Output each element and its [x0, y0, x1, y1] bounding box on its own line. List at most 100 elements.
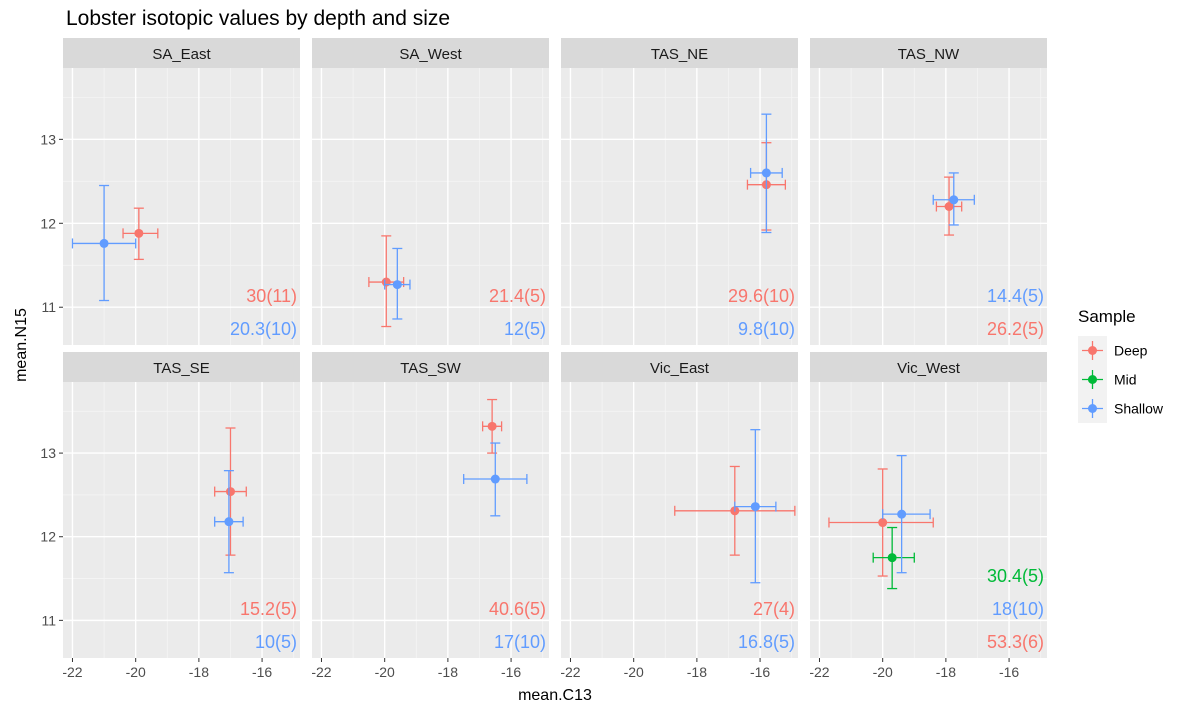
data-point-marker: [949, 195, 959, 205]
facet-strip-label: TAS_SE: [153, 360, 209, 377]
x-tick-label: -16: [501, 664, 521, 680]
count-label: 14.4(5): [987, 286, 1044, 306]
count-label: 30.4(5): [987, 566, 1044, 586]
count-label: 16.8(5): [738, 632, 795, 652]
data-point-shallow: [749, 113, 783, 234]
data-point-marker: [878, 518, 888, 528]
data-point-marker: [225, 487, 235, 497]
data-point-deep: [481, 398, 503, 454]
count-label: 12(5): [504, 319, 546, 339]
facet-strip: [312, 352, 549, 382]
count-label: 10(5): [255, 632, 297, 652]
x-tick-label: -18: [189, 664, 209, 680]
facet-strip: [63, 38, 300, 68]
x-tick-label: -20: [873, 664, 893, 680]
facet-panel: Vic_West -22 -20 -18 -16 30.4(5) 18(10) 53.3(6): [809, 352, 1047, 680]
data-point-deep: [122, 207, 159, 261]
data-point-marker: [392, 280, 402, 290]
count-label: 27(4): [753, 599, 795, 619]
panel-background: [561, 382, 798, 658]
x-tick-label: -20: [624, 664, 644, 680]
x-axis-title: mean.C13: [518, 687, 592, 704]
data-point-marker: [750, 502, 760, 512]
x-tick-label: -16: [750, 664, 770, 680]
count-label: 30(11): [246, 286, 297, 306]
count-label: 15.2(5): [240, 599, 297, 619]
facet-strip: [312, 38, 549, 68]
facet-strip-label: SA_East: [152, 46, 211, 63]
panel-background: [63, 68, 300, 345]
facet-strip: [63, 352, 300, 382]
x-tick-label: -18: [936, 664, 956, 680]
legend-key-marker: [1088, 404, 1097, 413]
y-axis-title: mean.N15: [13, 308, 30, 382]
count-label: 17(10): [494, 632, 546, 652]
data-point-marker: [99, 238, 109, 248]
panel-background: [810, 382, 1047, 658]
facet-panel: TAS_SE 11 12 13 -22 -20 -18 -16 15.2(5) 10(5): [40, 352, 300, 680]
x-tick-label: -18: [438, 664, 458, 680]
legend-label: Deep: [1114, 343, 1148, 359]
data-point-marker: [487, 421, 497, 431]
facet-strip-label: SA_West: [399, 46, 462, 63]
y-tick-label: 13: [40, 445, 56, 461]
facet-panel: Vic_East -22 -20 -18 -16 27(4) 16.8(5): [560, 352, 798, 680]
facet-strip: [810, 352, 1047, 382]
data-point-deep: [368, 235, 405, 328]
count-label: 20.3(10): [230, 319, 297, 339]
legend-title: Sample: [1078, 307, 1136, 326]
facet-panel: TAS_SW -22 -20 -18 -16 40.6(5) 17(10): [311, 352, 549, 680]
x-tick-label: -20: [375, 664, 395, 680]
legend-key-deep: [1078, 336, 1107, 365]
legend: Sample Deep Mid Shallow: [1078, 307, 1164, 423]
x-tick-label: -22: [311, 664, 331, 680]
data-point-marker: [944, 202, 954, 211]
legend-label: Mid: [1114, 372, 1137, 388]
count-label: 40.6(5): [489, 599, 546, 619]
count-label: 21.4(5): [489, 286, 546, 306]
data-point-shallow: [932, 172, 975, 226]
count-label: 18(10): [992, 599, 1044, 619]
x-tick-label: -16: [252, 664, 272, 680]
legend-label: Shallow: [1114, 401, 1164, 417]
data-point-marker: [490, 474, 500, 484]
legend-key-marker: [1088, 375, 1097, 384]
panel-background: [312, 68, 549, 345]
data-point-mid: [872, 526, 915, 590]
data-point-shallow: [214, 470, 244, 574]
chart-title: Lobster isotopic values by depth and siz…: [66, 7, 450, 30]
legend-key-shallow: [1078, 394, 1107, 423]
count-label: 53.3(6): [987, 632, 1044, 652]
x-tick-label: -18: [687, 664, 707, 680]
data-point-deep: [214, 427, 247, 556]
data-point-marker: [134, 228, 144, 238]
x-tick-label: -22: [560, 664, 580, 680]
facet-strip: [561, 38, 798, 68]
data-point-shallow: [463, 442, 528, 517]
facet-strip: [561, 352, 798, 382]
y-tick-label: 11: [41, 299, 56, 315]
facet-strip-label: TAS_NE: [651, 46, 708, 63]
data-point-shallow: [71, 184, 137, 302]
x-tick-label: -22: [62, 664, 82, 680]
facet-panels: SA_East 11 12 13 30(11) 20.3(10) SA_West 21.4(5…: [40, 38, 1047, 680]
y-tick-label: 13: [40, 131, 56, 147]
data-point-marker: [897, 509, 907, 519]
panel-background: [561, 68, 798, 345]
facet-strip-label: TAS_NW: [898, 46, 960, 63]
data-point-marker: [887, 553, 897, 563]
count-label: 29.6(10): [728, 286, 795, 306]
x-tick-label: -16: [999, 664, 1019, 680]
x-tick-label: -22: [809, 664, 829, 680]
x-tick-label: -20: [126, 664, 146, 680]
y-tick-label: 12: [40, 215, 56, 231]
facet-panel: TAS_NW 14.4(5) 26.2(5): [810, 38, 1047, 345]
facet-panel: SA_West 21.4(5) 12(5): [312, 38, 549, 345]
panel-background: [63, 382, 300, 658]
data-point-shallow: [384, 247, 411, 320]
facet-panel: SA_East 11 12 13 30(11) 20.3(10): [40, 38, 300, 345]
y-tick-label: 11: [41, 612, 56, 628]
legend-key-marker: [1088, 346, 1097, 355]
data-point-shallow: [734, 429, 777, 584]
